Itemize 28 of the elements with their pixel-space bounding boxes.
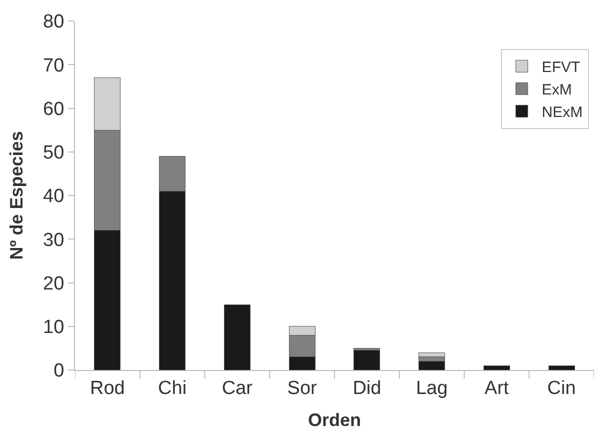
y-tick-label: 30	[43, 230, 64, 251]
legend-label: NExM	[542, 104, 583, 122]
bar	[418, 361, 446, 370]
y-tick-label: 60	[43, 98, 64, 120]
y-tick-label: 40	[43, 186, 64, 208]
x-tick-label: Did	[352, 378, 382, 399]
x-tick-label: Rod	[90, 378, 125, 399]
y-tick-label: 20	[43, 273, 64, 294]
y-tick-label: 0	[54, 360, 64, 382]
bar	[548, 365, 575, 370]
y-tick-label: 10	[43, 317, 64, 338]
x-tick-label: Chi	[158, 378, 187, 399]
y-tick-label: 50	[43, 142, 64, 164]
x-tick-label: Car	[222, 378, 254, 399]
x-axis-title: Orden	[308, 410, 362, 430]
y-axis-title: Nº de Especies	[6, 131, 26, 260]
x-tick-label: Sor	[287, 378, 318, 399]
bar	[354, 350, 380, 370]
bar	[418, 352, 446, 358]
x-tick-label: Cin	[547, 378, 576, 399]
bar	[483, 365, 510, 370]
x-tick-label: Art	[484, 378, 510, 399]
legend-label: ExM	[542, 82, 572, 99]
bar	[224, 304, 250, 370]
y-tick-label: 70	[43, 55, 64, 76]
y-tick-label: 80	[43, 12, 64, 33]
x-tick-label: Lag	[416, 378, 448, 399]
legend-label: EFVT	[542, 59, 580, 76]
